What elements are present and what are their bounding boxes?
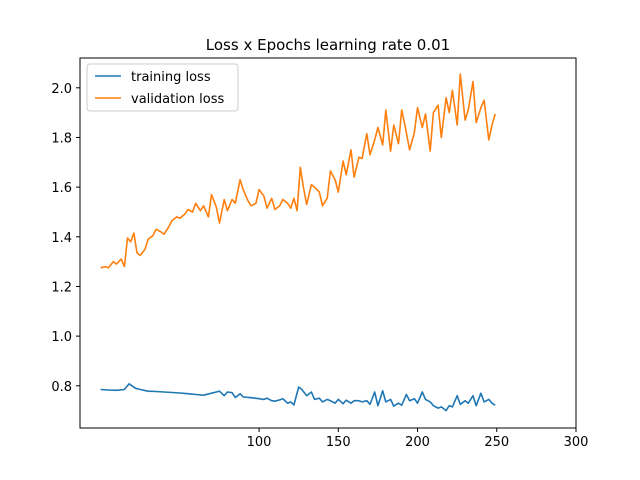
x-tick-label: 200 [405, 435, 430, 450]
plot-area [100, 73, 496, 412]
x-tick-label: 250 [484, 435, 509, 450]
series-line-training-loss [100, 382, 496, 412]
y-tick-label: 0.8 [51, 380, 72, 395]
y-tick-label: 1.6 [51, 181, 72, 196]
series-line-validation-loss [100, 73, 496, 269]
legend: training loss validation loss [86, 63, 239, 112]
chart-title: Loss x Epochs learning rate 0.01 [206, 36, 450, 54]
axis-ticks: 100 150 200 250 300 0.8 1.0 1.2 1.4 1.6 1.8 2.0 [51, 82, 588, 450]
y-tick-label: 2.0 [51, 82, 72, 97]
x-tick-label: 100 [247, 435, 272, 450]
x-tick-label: 150 [326, 435, 351, 450]
x-tick-label: 300 [564, 435, 589, 450]
legend-label-training-loss: training loss [131, 70, 211, 85]
legend-label-validation-loss: validation loss [131, 92, 224, 107]
y-tick-label: 1.4 [51, 231, 72, 246]
y-tick-label: 1.2 [51, 280, 72, 295]
axes-frame [79, 57, 577, 429]
y-tick-label: 1.8 [51, 131, 72, 146]
y-tick-label: 1.0 [51, 330, 72, 345]
legend-box [86, 63, 239, 112]
